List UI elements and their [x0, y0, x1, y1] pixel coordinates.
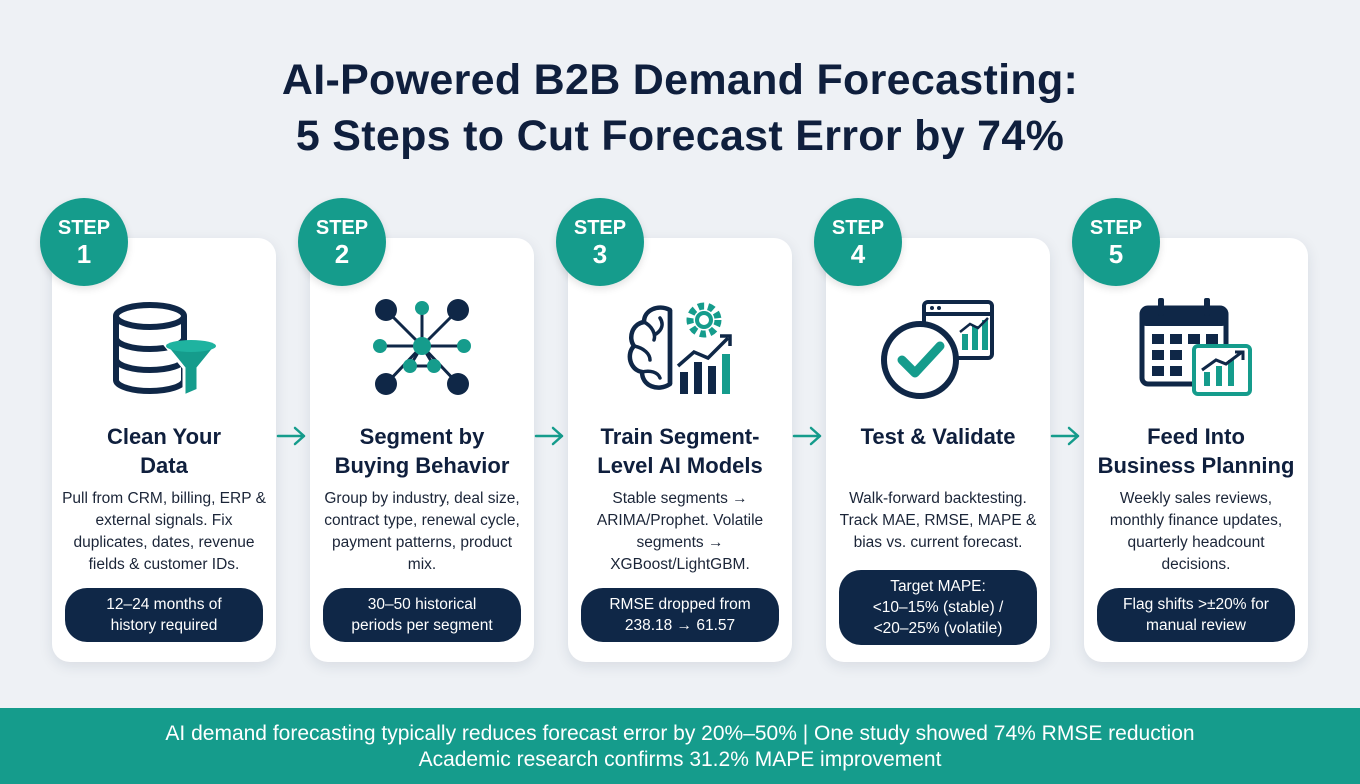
title-line-1: AI-Powered B2B Demand Forecasting:	[281, 56, 1079, 104]
check-dashboard-icon	[878, 296, 998, 406]
brain-gear-chart-icon	[620, 296, 740, 406]
page-title: AI-Powered B2B Demand Forecasting: 5 Ste…	[0, 52, 1360, 164]
step-title: Clean Your Data	[106, 424, 222, 478]
database-filter-icon	[104, 296, 224, 406]
step-title: Feed Into Business Planning	[1097, 424, 1295, 478]
step-card-4: Test & Validate Walk-forward backtesting…	[826, 238, 1050, 662]
step-card-2: Segment by Buying Behavior Group by indu…	[310, 238, 534, 662]
calendar-chart-icon	[1136, 296, 1256, 406]
step-description: Group by industry, deal size, contract t…	[324, 490, 520, 573]
arrow-right-icon	[534, 424, 566, 448]
step-highlight-pill: 12–24 months of history required	[65, 588, 263, 642]
step-highlight-pill: RMSE dropped from 238.18 → 61.57	[581, 588, 779, 642]
arrow-right-icon	[792, 424, 824, 448]
step-title: Test & Validate	[860, 424, 1016, 449]
footer-banner: AI demand forecasting typically reduces …	[0, 708, 1360, 784]
step-description: Stable segments → ARIMA/Prophet. Volatil…	[596, 490, 764, 573]
step-description: Walk-forward backtesting. Track MAE, RMS…	[839, 490, 1037, 551]
footer-line-1: AI demand forecasting typically reduces …	[165, 722, 1195, 745]
step-badge-5: STEP 5	[1072, 198, 1160, 286]
arrow-right-icon	[276, 424, 308, 448]
step-highlight-pill: Target MAPE: <10–15% (stable) / <20–25% …	[839, 570, 1037, 645]
step-badge-3: STEP 3	[556, 198, 644, 286]
step-description: Pull from CRM, billing, ERP & external s…	[62, 490, 266, 573]
step-card-3: Train Segment- Level AI Models Stable se…	[568, 238, 792, 662]
footer-line-2: Academic research confirms 31.2% MAPE im…	[418, 748, 942, 771]
step-badge-2: STEP 2	[298, 198, 386, 286]
step-card-5: Feed Into Business Planning Weekly sales…	[1084, 238, 1308, 662]
arrow-right-icon	[1050, 424, 1082, 448]
step-description: Weekly sales reviews, monthly finance up…	[1109, 490, 1283, 573]
step-highlight-pill: 30–50 historical periods per segment	[323, 588, 521, 642]
step-title: Train Segment- Level AI Models	[597, 424, 763, 478]
step-badge-4: STEP 4	[814, 198, 902, 286]
network-nodes-icon	[362, 296, 482, 406]
step-badge-1: STEP 1	[40, 198, 128, 286]
step-title: Segment by Buying Behavior	[334, 424, 510, 478]
title-line-2: 5 Steps to Cut Forecast Error by 74%	[295, 112, 1065, 160]
step-highlight-pill: Flag shifts >±20% for manual review	[1097, 588, 1295, 642]
step-card-1: Clean Your Data Pull from CRM, billing, …	[52, 238, 276, 662]
